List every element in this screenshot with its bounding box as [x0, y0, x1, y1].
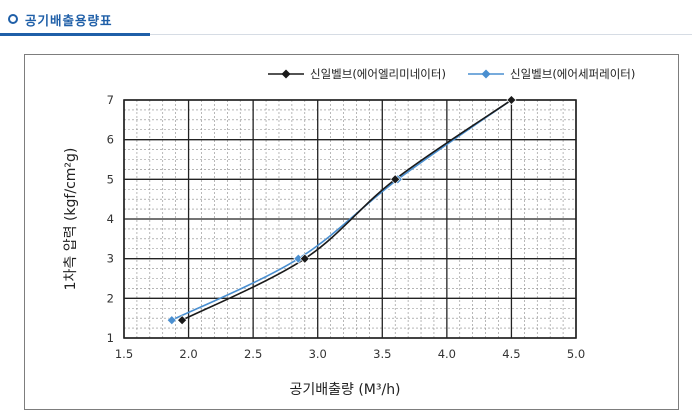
series-1-point	[506, 95, 517, 105]
series-layer	[166, 95, 517, 326]
y-axis-label: 1차측 압력 (kgf/cm²g)	[63, 148, 79, 291]
x-tick-label: 2.5	[244, 347, 262, 361]
series-2-point	[293, 253, 304, 264]
series-2-point	[166, 315, 177, 326]
x-tick-label: 4.0	[438, 347, 456, 361]
x-tick-labels: 1.5 2.0 2.5 3.0 3.5 4.0 4.5 5.0	[115, 347, 585, 361]
series-line-1	[181, 99, 512, 321]
series-1-point	[299, 253, 310, 264]
legend-label-2: 신일벨브(에어세퍼레이터)	[510, 67, 635, 81]
bullet-circle-icon	[8, 14, 18, 24]
legend-marker	[481, 69, 491, 79]
x-tick-label: 3.0	[309, 347, 327, 361]
series-line-2	[171, 99, 512, 321]
y-tick-label: 5	[107, 172, 114, 186]
legend: 신일벨브(에어엘리미네이터) 신일벨브(에어세퍼레이터)	[268, 67, 635, 81]
x-tick-label: 5.0	[567, 347, 585, 361]
y-tick-label: 4	[107, 212, 114, 226]
y-tick-label: 2	[107, 291, 114, 305]
y-tick-label: 3	[107, 252, 114, 266]
x-axis-label: 공기배출량 (M³/h)	[289, 382, 400, 398]
y-tick-label: 7	[107, 93, 114, 107]
x-tick-label: 3.5	[373, 347, 391, 361]
y-tick-label: 1	[107, 331, 114, 345]
series-1-point	[390, 174, 401, 185]
section-title-text: 공기배출용량표	[25, 12, 113, 28]
series-1-point	[177, 315, 188, 326]
section-title: 공기배출용량표	[8, 9, 113, 29]
chart-frame	[24, 54, 679, 410]
x-tick-label: 1.5	[115, 347, 133, 361]
title-underline	[0, 33, 150, 36]
y-tick-label: 6	[107, 133, 114, 147]
legend-label-1: 신일벨브(에어엘리미네이터)	[310, 67, 446, 81]
x-tick-label: 2.0	[179, 347, 197, 361]
y-tick-labels: 1 2 3 4 5 6 7	[107, 93, 114, 345]
title-divider	[0, 34, 692, 35]
legend-marker	[281, 69, 291, 79]
x-tick-label: 4.5	[502, 347, 520, 361]
plot-border	[123, 99, 577, 339]
